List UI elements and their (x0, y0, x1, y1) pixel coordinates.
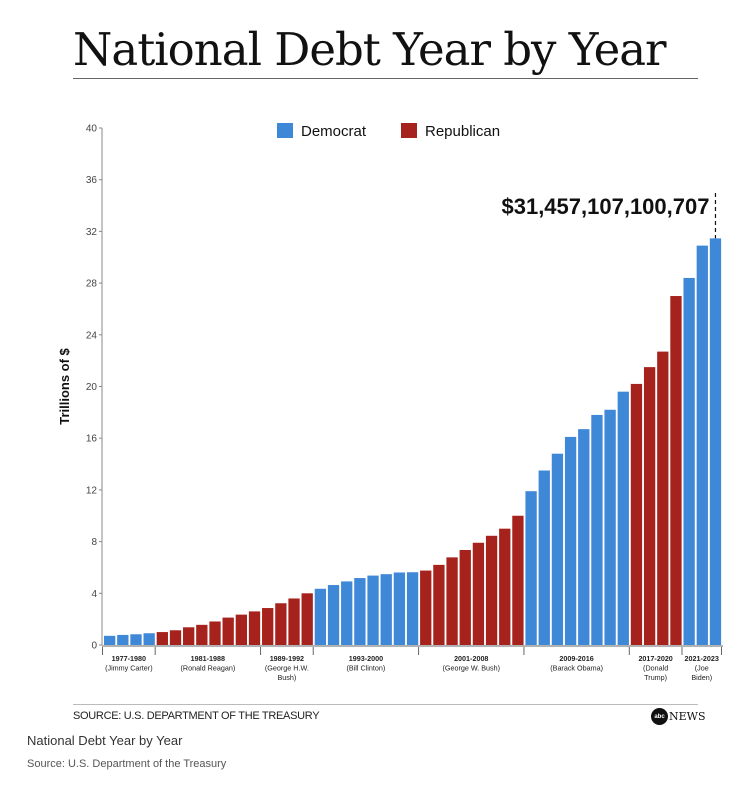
bar (288, 598, 300, 645)
x-group-label: 1981-1988 (191, 654, 225, 663)
bar (156, 632, 168, 645)
bar (196, 624, 208, 645)
bar (130, 634, 142, 645)
x-group-label: (Joe (695, 664, 709, 673)
x-group-label: (Donald (643, 664, 668, 673)
y-tick-label: 20 (86, 382, 98, 393)
y-tick-label: 16 (86, 434, 98, 445)
bar (354, 578, 366, 645)
bar (578, 429, 590, 645)
bar (341, 581, 353, 645)
bar (617, 391, 629, 645)
bar (499, 528, 511, 645)
y-tick-label: 8 (91, 537, 97, 548)
title-divider (73, 78, 698, 79)
x-group-label: Bush) (277, 673, 296, 682)
debt-bar-chart: 0 4 8 12 16 20 24 28 32 36 40 Trillions of $ Democra… (57, 123, 723, 682)
bar (327, 585, 340, 645)
bar (143, 633, 155, 645)
logo-word: NEWS (669, 710, 706, 723)
y-tick-label: 40 (86, 124, 98, 135)
y-tick-label: 28 (86, 279, 98, 290)
page-title: National Debt Year by Year (73, 23, 667, 76)
bar (104, 635, 116, 645)
x-group-label: Biden) (691, 673, 712, 682)
x-group-label: Trump) (644, 673, 667, 682)
bar (551, 453, 564, 645)
bar (406, 572, 419, 645)
x-group-label: (Jimmy Carter) (105, 664, 153, 673)
footer-divider (73, 704, 698, 705)
bar (591, 414, 603, 645)
bar (433, 564, 445, 645)
legend-swatch-republican (401, 123, 417, 138)
x-group-label: (Bill Clinton) (347, 664, 386, 673)
x-group-label: 2017-2020 (638, 654, 672, 663)
bar (420, 570, 432, 645)
bar (512, 515, 524, 645)
bar (380, 574, 392, 645)
bar (538, 470, 550, 645)
bar (235, 614, 247, 645)
bar (696, 245, 708, 645)
y-tick-label: 4 (91, 589, 97, 600)
bar (657, 351, 669, 645)
x-group-label: 1989-1992 (270, 654, 304, 663)
legend-label-democrat: Democrat (301, 123, 367, 140)
x-group-label: 1977-1980 (112, 654, 146, 663)
bar (485, 535, 498, 645)
bar (709, 238, 722, 645)
bar (683, 277, 695, 645)
legend-swatch-democrat (277, 123, 293, 138)
bar (525, 491, 537, 645)
bar (183, 627, 195, 645)
y-tick-label: 0 (91, 641, 97, 652)
y-tick-label: 24 (86, 330, 98, 341)
x-group-label: 2009-2016 (559, 654, 593, 663)
bar (301, 593, 313, 645)
caption-source: Source: U.S. Department of the Treasury (27, 758, 227, 770)
legend-label-republican: Republican (425, 123, 500, 140)
bar (643, 367, 656, 645)
x-group-label: (Barack Obama) (550, 664, 603, 673)
bar (169, 630, 182, 645)
y-axis-label: Trillions of $ (57, 347, 72, 424)
y-tick-label: 12 (86, 485, 98, 496)
bar (472, 542, 485, 645)
debt-total-annotation: $31,457,107,100,707 (501, 194, 709, 219)
x-group-label: (George H.W. (265, 664, 309, 673)
bar (393, 572, 406, 645)
x-group-label: 2021-2023 (685, 654, 719, 663)
bar (248, 611, 261, 645)
bar (459, 550, 471, 645)
bar (670, 296, 682, 645)
bar (275, 603, 287, 645)
x-group-label: 1993-2000 (349, 654, 383, 663)
bar (222, 617, 234, 645)
bar (209, 621, 221, 645)
y-tick-label: 32 (86, 227, 98, 238)
abc-logo-icon: abc (651, 708, 668, 725)
bar (117, 634, 129, 645)
x-group-label: (Ronald Reagan) (180, 664, 235, 673)
bar (367, 575, 379, 645)
bar (564, 436, 577, 645)
x-group-label: 2001-2008 (454, 654, 488, 663)
bar (604, 409, 616, 645)
x-group-label: (George W. Bush) (442, 664, 500, 673)
bar (446, 557, 458, 645)
y-tick-label: 36 (86, 175, 98, 186)
bar (630, 383, 643, 645)
bar (262, 608, 274, 645)
source-note: SOURCE: U.S. DEPARTMENT OF THE TREASURY (73, 710, 320, 722)
bar (314, 588, 327, 645)
abc-news-logo: abc NEWS (651, 708, 706, 725)
caption-title: National Debt Year by Year (27, 733, 183, 748)
